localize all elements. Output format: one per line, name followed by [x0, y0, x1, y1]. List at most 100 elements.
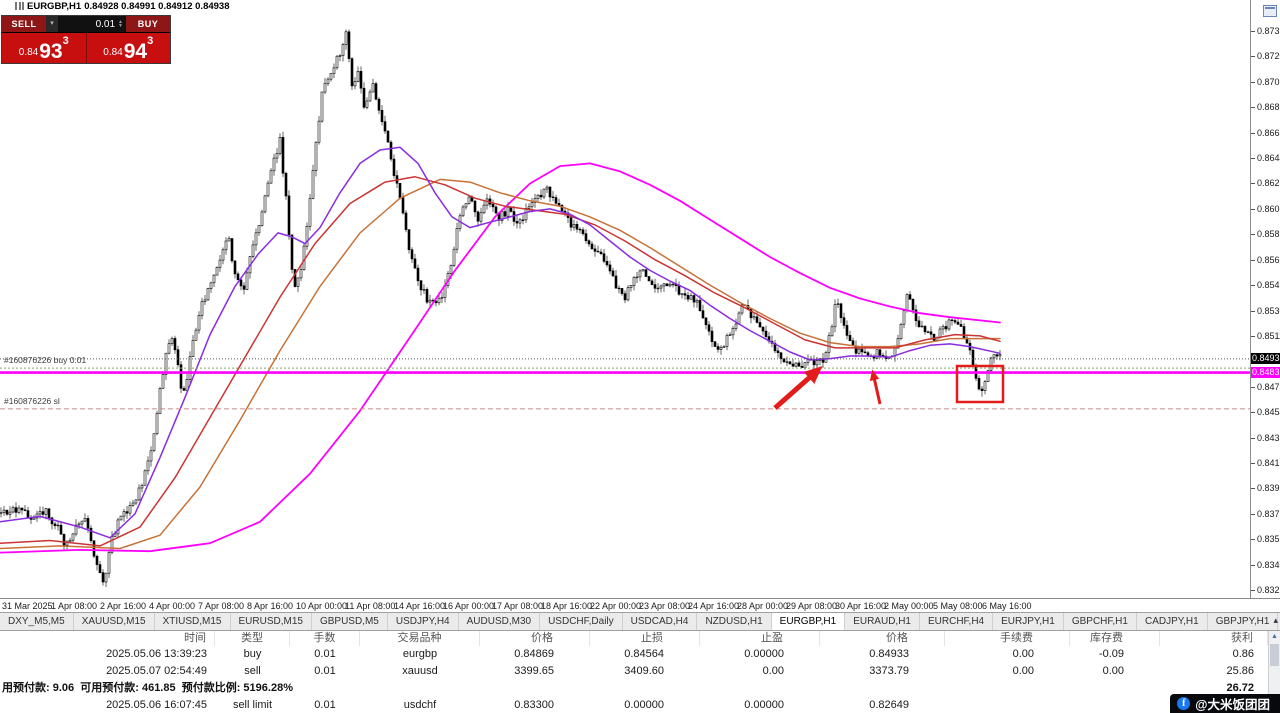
terminal-cell: usdchf	[403, 699, 437, 711]
symbol-tab-usdchf-daily[interactable]: USDCHF,Daily	[540, 613, 623, 630]
price-axis-label: 0.83780	[1251, 509, 1280, 519]
pending-order-row[interactable]: 2025.05.06 16:07:45 sell limit 0.01 usdchf 0…	[0, 697, 1280, 713]
terminal-cell: sell	[244, 665, 261, 677]
terminal-cell: 3409.60	[624, 665, 664, 677]
time-axis-label: 5 May 08:00	[933, 601, 983, 611]
terminal-column-header[interactable]: 止盈	[700, 631, 820, 646]
symbol-tab-gbpusd-m5[interactable]: GBPUSD,M5	[312, 613, 388, 630]
terminal-column-header[interactable]: 交易品种	[360, 631, 480, 646]
terminal-column-header[interactable]: 类型	[215, 631, 290, 646]
current-price-tag: 0.84938	[1251, 353, 1280, 365]
price-chart[interactable]	[0, 0, 1280, 598]
terminal-cell: 3373.79	[869, 665, 909, 677]
price-axis-label: 0.85870	[1251, 229, 1280, 239]
tab-scroll-arrow-icon[interactable]: ▴	[1273, 615, 1278, 625]
open-position-row[interactable]: 2025.05.06 13:39:23 buy 0.01 eurgbp 0.84869 0…	[0, 646, 1280, 663]
terminal-column-header[interactable]: 价格	[480, 631, 590, 646]
time-axis-label: 28 Apr 00:00	[737, 601, 789, 611]
bid-price-button[interactable]: 0.84 93 3	[2, 33, 86, 63]
terminal-column-header[interactable]: 时间	[0, 631, 215, 646]
volume-stepper-icon[interactable]: ▲ ▼	[118, 18, 123, 29]
time-axis[interactable]: 31 Mar 2025 1 Apr 08:00 2 Apr 16:00 4 Apr 0…	[0, 598, 1280, 613]
ask-price-button[interactable]: 0.84 94 3	[85, 33, 170, 63]
volume-value: 0.01	[95, 18, 116, 30]
margin-summary: 用预付款: 9.06 可用预付款: 461.85 预付款比例: 5196.28%	[2, 682, 293, 694]
price-axis-label: 0.86630	[1251, 128, 1280, 138]
price-axis-label: 0.85680	[1251, 255, 1280, 265]
sell-button[interactable]: SELL	[2, 16, 46, 32]
price-axis-label: 0.87200	[1251, 51, 1280, 61]
price-axis-label: 0.86440	[1251, 153, 1280, 163]
terminal-cell: 0.84564	[624, 648, 664, 660]
account-balance-row: 用预付款: 9.06 可用预付款: 461.85 预付款比例: 5196.28%…	[0, 680, 1280, 697]
terminal-cell: 0.00	[1102, 665, 1124, 677]
watermark: f @大米饭团团	[1170, 694, 1280, 713]
price-axis-label: 0.85110	[1251, 331, 1280, 341]
ask-price-sup: 3	[147, 35, 154, 47]
symbol-tab-audusd-m30[interactable]: AUDUSD,M30	[459, 613, 541, 630]
symbol-tab-gbpchf-h1[interactable]: GBPCHF,H1	[1064, 613, 1137, 630]
chart-pane[interactable]: 0.87390 0.87200 0.87010 0.86820 0.86630 0.864…	[0, 0, 1280, 613]
symbol-tab-eurgbp-h1[interactable]: EURGBP,H1	[771, 613, 846, 630]
sell-dropdown-caret-icon[interactable]: ▾	[46, 16, 58, 32]
symbol-tab-euraud-h1[interactable]: EURAUD,H1	[845, 613, 920, 630]
time-axis-label: 29 Apr 08:00	[786, 601, 838, 611]
symbol-tab-usdcad-h4[interactable]: USDCAD,H4	[623, 613, 698, 630]
symbol-tab-xtiusd-m15[interactable]: XTIUSD,M15	[155, 613, 231, 630]
ma-purple	[0, 146, 1001, 539]
volume-input[interactable]: 0.01 ▲ ▼	[58, 16, 126, 32]
terminal-cell: 0.00	[1012, 648, 1034, 660]
bid-price-prefix: 0.84	[18, 47, 39, 58]
terminal-cell: 3399.65	[514, 665, 554, 677]
scroll-up-icon[interactable]: ▲	[1271, 633, 1278, 640]
one-click-trading-panel: SELL ▾ 0.01 ▲ ▼ BUY 0.84 93 3 0.84 94 3	[1, 15, 171, 64]
terminal-cell: 2025.05.06 16:07:45	[106, 699, 207, 711]
terminal-cell: 0.00000	[744, 648, 784, 660]
symbol-tab-eurusd-m15[interactable]: EURUSD,M15	[231, 613, 312, 630]
symbol-tab-usdjpy-h4[interactable]: USDJPY,H4	[388, 613, 459, 630]
ma-red	[0, 176, 1001, 547]
time-axis-label: 10 Apr 00:00	[296, 601, 348, 611]
order-line-label: #160876226 sl	[4, 395, 60, 406]
time-axis-label: 31 Mar 2025	[2, 601, 53, 611]
symbol-tab-nzdusd-h1[interactable]: NZDUSD,H1	[697, 613, 772, 630]
chart-restore-icon[interactable]	[1263, 5, 1277, 17]
terminal-column-header[interactable]: 止损	[590, 631, 700, 646]
highlight-rectangle	[955, 364, 1005, 404]
scroll-thumb[interactable]	[1270, 644, 1279, 666]
price-axis-label: 0.84350	[1251, 433, 1280, 443]
terminal-column-header[interactable]: 手数	[290, 631, 360, 646]
terminal-cell: 0.01	[314, 665, 336, 677]
annotation-arrow	[773, 366, 823, 410]
terminal-cell	[945, 697, 1070, 713]
chart-icon	[15, 2, 24, 10]
buy-button[interactable]: BUY	[126, 16, 170, 32]
terminal-cell: sell limit	[232, 699, 273, 711]
symbol-tab-xauusd-m15[interactable]: XAUUSD,M15	[74, 613, 155, 630]
price-axis[interactable]: 0.87390 0.87200 0.87010 0.86820 0.86630 0.864…	[1250, 0, 1280, 598]
open-position-row[interactable]: 2025.05.07 02:54:49 sell 0.01 xauusd 3399.65…	[0, 663, 1280, 680]
level-price-tag: 0.84836	[1251, 367, 1280, 379]
terminal-column-header[interactable]: 手续费	[945, 631, 1070, 646]
symbol-tab-gbpjpy-h1[interactable]: GBPJPY,H1	[1208, 613, 1279, 630]
terminal-cell: 0.84869	[514, 648, 554, 660]
price-axis-label: 0.87390	[1251, 26, 1280, 36]
terminal-column-header[interactable]: 库存费	[1070, 631, 1160, 646]
symbol-tab-cadjpy-h1[interactable]: CADJPY,H1	[1137, 613, 1208, 630]
time-axis-label: 14 Apr 16:00	[394, 601, 446, 611]
terminal-cell: 25.86	[1226, 665, 1254, 677]
terminal-cell: 2025.05.06 13:39:23	[106, 648, 207, 660]
ma-magenta	[0, 162, 1001, 554]
watermark-handle: @大米饭团团	[1195, 698, 1270, 712]
chart-symbol-period: EURGBP,H1	[27, 1, 82, 12]
price-axis-label: 0.84540	[1251, 407, 1280, 417]
symbol-tab-dxy-m5-m5[interactable]: DXY_M5,M5	[0, 613, 74, 630]
terminal-column-header[interactable]: 价格	[820, 631, 945, 646]
terminal-body: 2025.05.06 13:39:23 buy 0.01 eurgbp 0.84869 0…	[0, 646, 1280, 713]
symbol-tab-eurchf-h4[interactable]: EURCHF,H4	[920, 613, 994, 630]
price-axis-label: 0.86820	[1251, 102, 1280, 112]
time-axis-label: 22 Apr 00:00	[590, 601, 642, 611]
symbol-tab-eurjpy-h1[interactable]: EURJPY,H1	[993, 613, 1064, 630]
candles	[0, 29, 1002, 588]
terminal-column-header[interactable]: 获利	[1160, 631, 1268, 646]
